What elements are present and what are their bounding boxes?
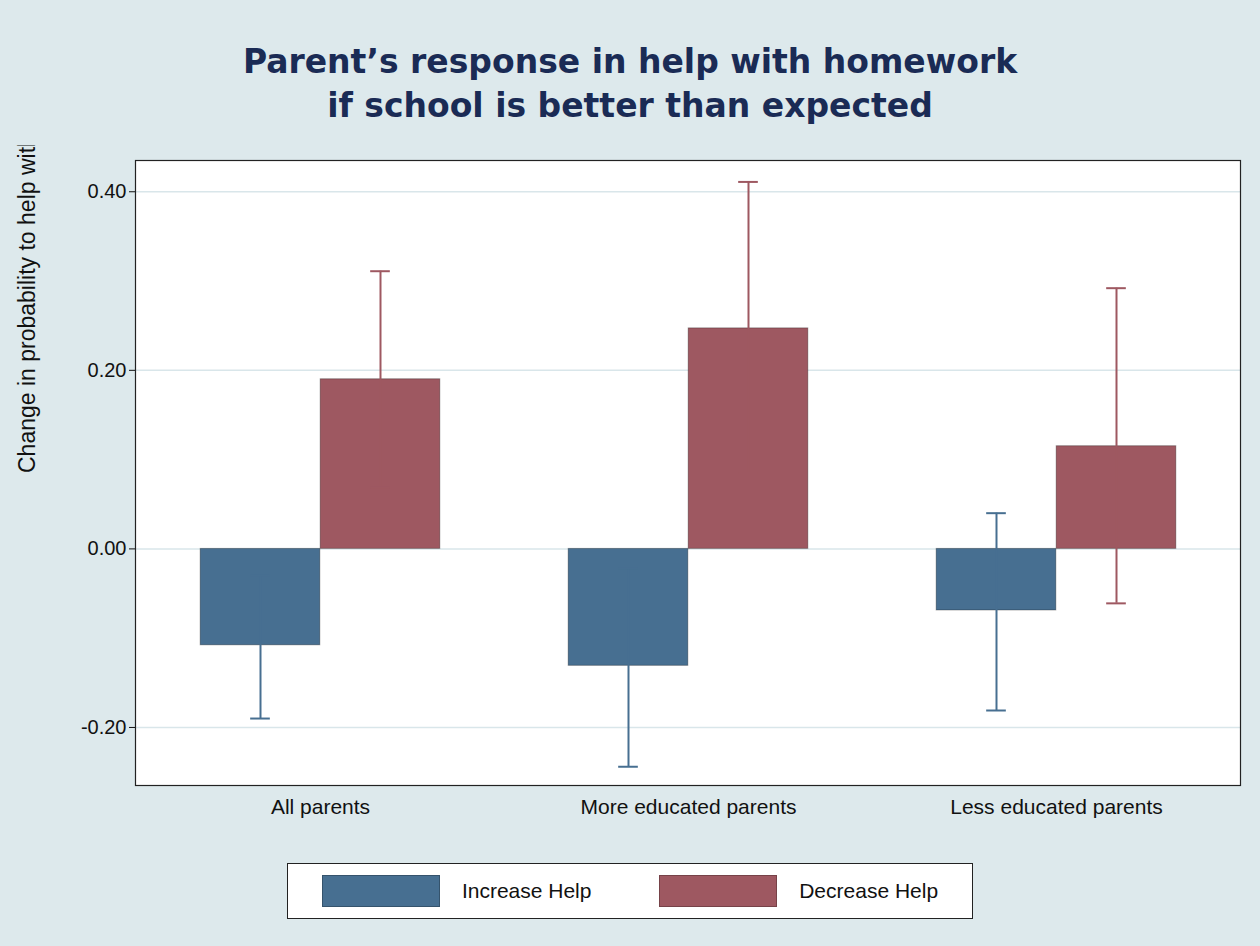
svg-text:-0.20: -0.20 <box>81 716 127 738</box>
svg-text:Less educated parents: Less educated parents <box>950 795 1162 818</box>
html-text:Increase Help: Increase Help <box>461 879 592 902</box>
svg-text:0.20: 0.20 <box>88 359 127 381</box>
html-text:Decrease Help: Decrease Help <box>799 879 939 902</box>
svg-text:All parents: All parents <box>271 795 370 818</box>
svg-text:More educated parents: More educated parents <box>581 795 797 818</box>
svg-text:Change in probability to help: Change in probability to help with homew… <box>14 145 40 473</box>
svg-text:0.40: 0.40 <box>88 180 127 202</box>
html-text:Parent’s response in help with: Parent’s response in help with homework … <box>242 42 1018 125</box>
svg-text:0.00: 0.00 <box>88 537 127 559</box>
